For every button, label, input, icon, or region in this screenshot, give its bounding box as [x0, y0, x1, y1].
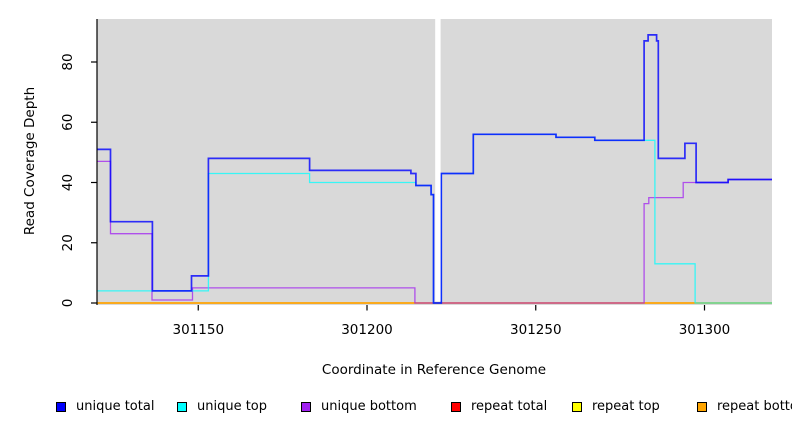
series-unique-total — [97, 34, 772, 304]
x-tick-label: 301300 — [679, 322, 731, 338]
y-axis-title: Read Coverage Depth — [22, 86, 38, 236]
y-tick-label: 80 — [60, 53, 76, 70]
y-tick-label: 40 — [60, 174, 76, 191]
y-tick-label: 60 — [60, 114, 76, 131]
x-tick-label: 301250 — [510, 322, 562, 338]
masked-region — [435, 18, 441, 302]
y-tick-label: 20 — [60, 234, 76, 251]
x-tick-label: 301200 — [341, 322, 393, 338]
x-tick-label: 301150 — [173, 322, 225, 338]
plot-background — [97, 19, 772, 305]
y-tick-label: 0 — [60, 299, 76, 308]
x-axis-title: Coordinate in Reference Genome — [321, 362, 547, 378]
series-unique-bottom — [97, 160, 772, 304]
